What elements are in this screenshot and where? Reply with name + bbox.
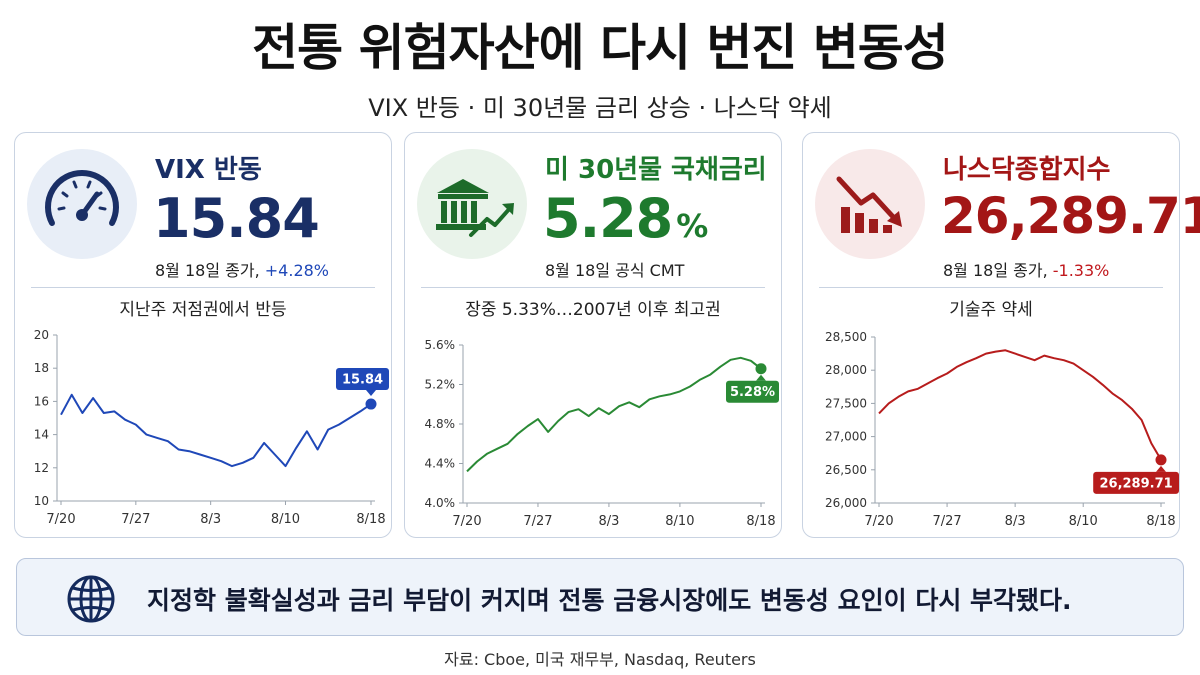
- y-tick-label: 14: [34, 428, 49, 442]
- y-tick-label: 28,500: [825, 330, 867, 344]
- nasdaq-kpi-value: 26,289.71: [941, 187, 1200, 245]
- y-tick-label: 4.0%: [425, 496, 456, 510]
- x-tick-label: 8/18: [746, 514, 775, 529]
- treasury-kpi-note: 8월 18일 공식 CMT: [545, 261, 685, 280]
- x-tick-label: 7/27: [121, 512, 150, 527]
- x-tick-label: 7/20: [452, 514, 481, 529]
- treasury-chart-caption: 장중 5.33%…2007년 이후 최고권: [465, 300, 721, 320]
- y-tick-label: 18: [34, 361, 49, 375]
- vix-kpi-title: VIX 반동: [155, 155, 262, 185]
- y-tick-label: 4.8%: [425, 417, 456, 431]
- x-tick-label: 7/27: [932, 514, 961, 529]
- y-tick-label: 28,000: [825, 363, 867, 377]
- x-tick-label: 8/3: [1005, 514, 1026, 529]
- treasury-kpi-title: 미 30년물 국채금리: [545, 155, 767, 185]
- y-tick-label: 5.6%: [425, 338, 456, 352]
- page-subtitle: VIX 반등 · 미 30년물 금리 상승 · 나스닥 약세: [368, 94, 832, 122]
- y-tick-label: 27,500: [825, 396, 867, 410]
- y-tick-label: 16: [34, 394, 49, 408]
- end-value-badge: [1093, 471, 1179, 494]
- y-tick-label: 4.4%: [425, 457, 456, 471]
- nasdaq-change: -1.33%: [1052, 261, 1110, 280]
- divider: [421, 287, 765, 288]
- x-tick-label: 8/10: [665, 514, 694, 529]
- end-value-badge: [726, 380, 779, 403]
- vix-card: VIX 반동 15.84 8월 18일 종가, +4.28% 지난주 저점권에서…: [14, 132, 392, 538]
- treasury-card: 미 30년물 국채금리 5.28% 8월 18일 공식 CMT 장중 5.33%…: [404, 132, 782, 538]
- x-tick-label: 8/3: [598, 514, 619, 529]
- vix-chart-caption: 지난주 저점권에서 반등: [119, 300, 287, 320]
- end-value-label: 5.28%: [730, 385, 775, 400]
- y-tick-label: 12: [34, 461, 49, 475]
- vix-kpi-value: 15.84: [153, 187, 320, 250]
- series-line: [60, 393, 372, 468]
- x-tick-label: 8/18: [1146, 514, 1175, 529]
- nasdaq-card: 나스닥종합지수 26,289.71 8월 18일 종가, -1.33% 기술주 …: [802, 132, 1200, 538]
- summary-message: 지정학 불확실성과 금리 부담이 커지며 전통 금융시장에도 변동성 요인이 다…: [147, 586, 1072, 615]
- x-tick-label: 8/10: [271, 512, 300, 527]
- source-note: 자료: Cboe, 미국 재무부, Nasdaq, Reuters: [444, 650, 756, 669]
- treasury-line-chart: 4.0% 4.4% 4.8% 5.2% 5.6% 7/20 7/27 8/3 8/10 8/18 5…: [425, 338, 779, 529]
- x-tick-label: 7/20: [864, 514, 893, 529]
- end-value-label: 15.84: [342, 373, 383, 388]
- badge-pointer: [1156, 465, 1166, 472]
- x-tick-label: 8/10: [1069, 514, 1098, 529]
- page-title: 전통 위험자산에 다시 번진 변동성: [252, 19, 949, 77]
- y-tick-label: 5.2%: [425, 378, 456, 392]
- end-value-label: 26,289.71: [1099, 476, 1172, 491]
- falling-bars-icon: [815, 149, 925, 259]
- end-point-marker: [755, 363, 767, 375]
- x-tick-label: 7/27: [523, 514, 552, 529]
- nasdaq-chart-caption: 기술주 약세: [949, 300, 1033, 320]
- vix-kpi-note: 8월 18일 종가, +4.28%: [155, 261, 329, 280]
- bank-rising-icon: [417, 149, 527, 259]
- series-line: [466, 356, 762, 473]
- nasdaq-kpi-note: 8월 18일 종가, -1.33%: [943, 261, 1110, 280]
- x-tick-label: 7/20: [46, 512, 75, 527]
- vix-line-chart: 10 12 14 16 18 20 7/20 7/27 8/3 8/10 8/18 15.84: [34, 328, 389, 527]
- nasdaq-line-chart: 26,000 26,500 27,000 27,500 28,000 28,500 7/20…: [825, 330, 1179, 529]
- y-tick-label: 20: [34, 328, 49, 342]
- y-tick-label: 10: [34, 494, 49, 508]
- badge-pointer: [366, 390, 376, 397]
- series-line: [878, 349, 1162, 461]
- end-point-marker: [365, 398, 377, 410]
- vix-change: +4.28%: [264, 261, 329, 280]
- badge-pointer: [756, 374, 766, 381]
- end-point-marker: [1155, 454, 1167, 466]
- y-tick-label: 27,000: [825, 430, 867, 444]
- x-tick-label: 8/3: [200, 512, 221, 527]
- y-tick-label: 26,000: [825, 496, 867, 510]
- speedometer-icon: [27, 149, 137, 259]
- divider: [819, 287, 1163, 288]
- end-value-badge: [336, 368, 389, 391]
- x-tick-label: 8/18: [356, 512, 385, 527]
- y-tick-label: 26,500: [825, 463, 867, 477]
- globe-icon: [63, 571, 119, 631]
- nasdaq-kpi-title: 나스닥종합지수: [943, 155, 1111, 185]
- treasury-kpi-value: 5.28%: [543, 187, 708, 250]
- summary-box: 지정학 불확실성과 금리 부담이 커지며 전통 금융시장에도 변동성 요인이 다…: [16, 558, 1184, 636]
- divider: [31, 287, 375, 288]
